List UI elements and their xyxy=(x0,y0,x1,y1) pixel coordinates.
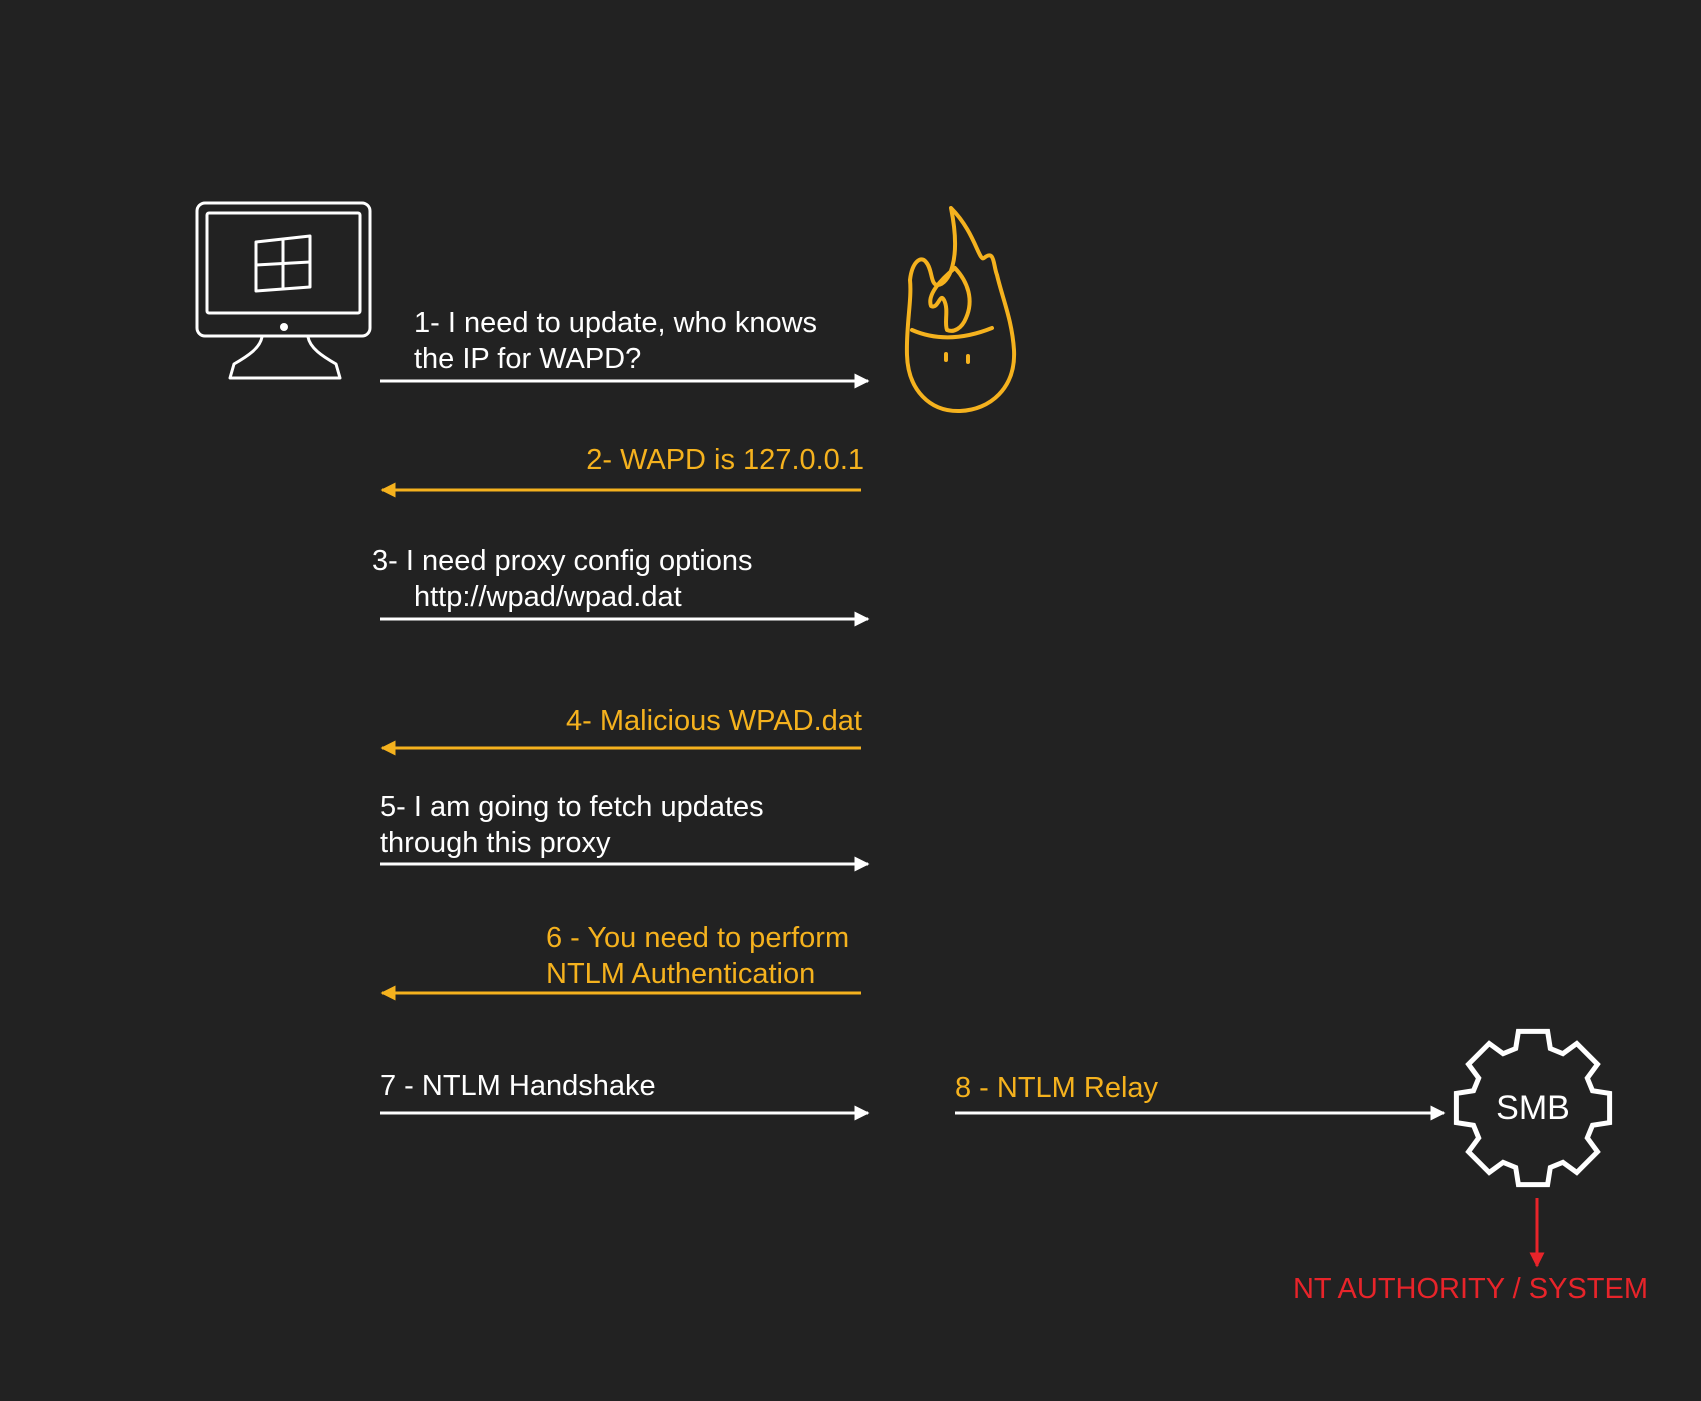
message-5-line-1: 5- I am going to fetch updates xyxy=(380,791,764,823)
message-5-line-2: through this proxy xyxy=(380,827,611,859)
message-7-line-1: 7 - NTLM Handshake xyxy=(380,1070,656,1102)
fire-icon xyxy=(904,206,1017,414)
message-1: 1- I need to update, who knows the IP fo… xyxy=(380,307,870,389)
relay-message: 8 - NTLM Relay xyxy=(955,1072,1446,1121)
message-3-line-2: http://wpad/wpad.dat xyxy=(414,581,682,613)
message-5: 5- I am going to fetch updates through t… xyxy=(380,791,870,872)
message-1-line-1: 1- I need to update, who knows xyxy=(414,307,817,339)
message-3-line-1: 3- I need proxy config options xyxy=(372,545,752,577)
result-label: NT AUTHORITY / SYSTEM xyxy=(1293,1273,1648,1305)
result: NT AUTHORITY / SYSTEM xyxy=(1293,1198,1648,1305)
message-6: 6 - You need to perform NTLM Authenticat… xyxy=(380,922,861,1001)
windows-monitor-icon xyxy=(195,201,372,380)
message-3: 3- I need proxy config options http://wp… xyxy=(372,545,870,627)
message-6-line-2: NTLM Authentication xyxy=(546,958,815,990)
message-7: 7 - NTLM Handshake xyxy=(380,1070,870,1121)
message-2: 2- WAPD is 127.0.0.1 xyxy=(380,444,864,498)
message-4: 4- Malicious WPAD.dat xyxy=(380,705,862,756)
message-4-line-1: 4- Malicious WPAD.dat xyxy=(566,705,862,737)
relay-label: 8 - NTLM Relay xyxy=(955,1072,1159,1104)
windows-logo-icon xyxy=(254,234,312,293)
gear-icon: SMB xyxy=(1453,1028,1613,1188)
message-6-line-1: 6 - You need to perform xyxy=(546,922,849,954)
message-1-line-2: the IP for WAPD? xyxy=(414,343,641,375)
message-2-line-1: 2- WAPD is 127.0.0.1 xyxy=(586,444,864,476)
smb-label: SMB xyxy=(1496,1089,1570,1127)
